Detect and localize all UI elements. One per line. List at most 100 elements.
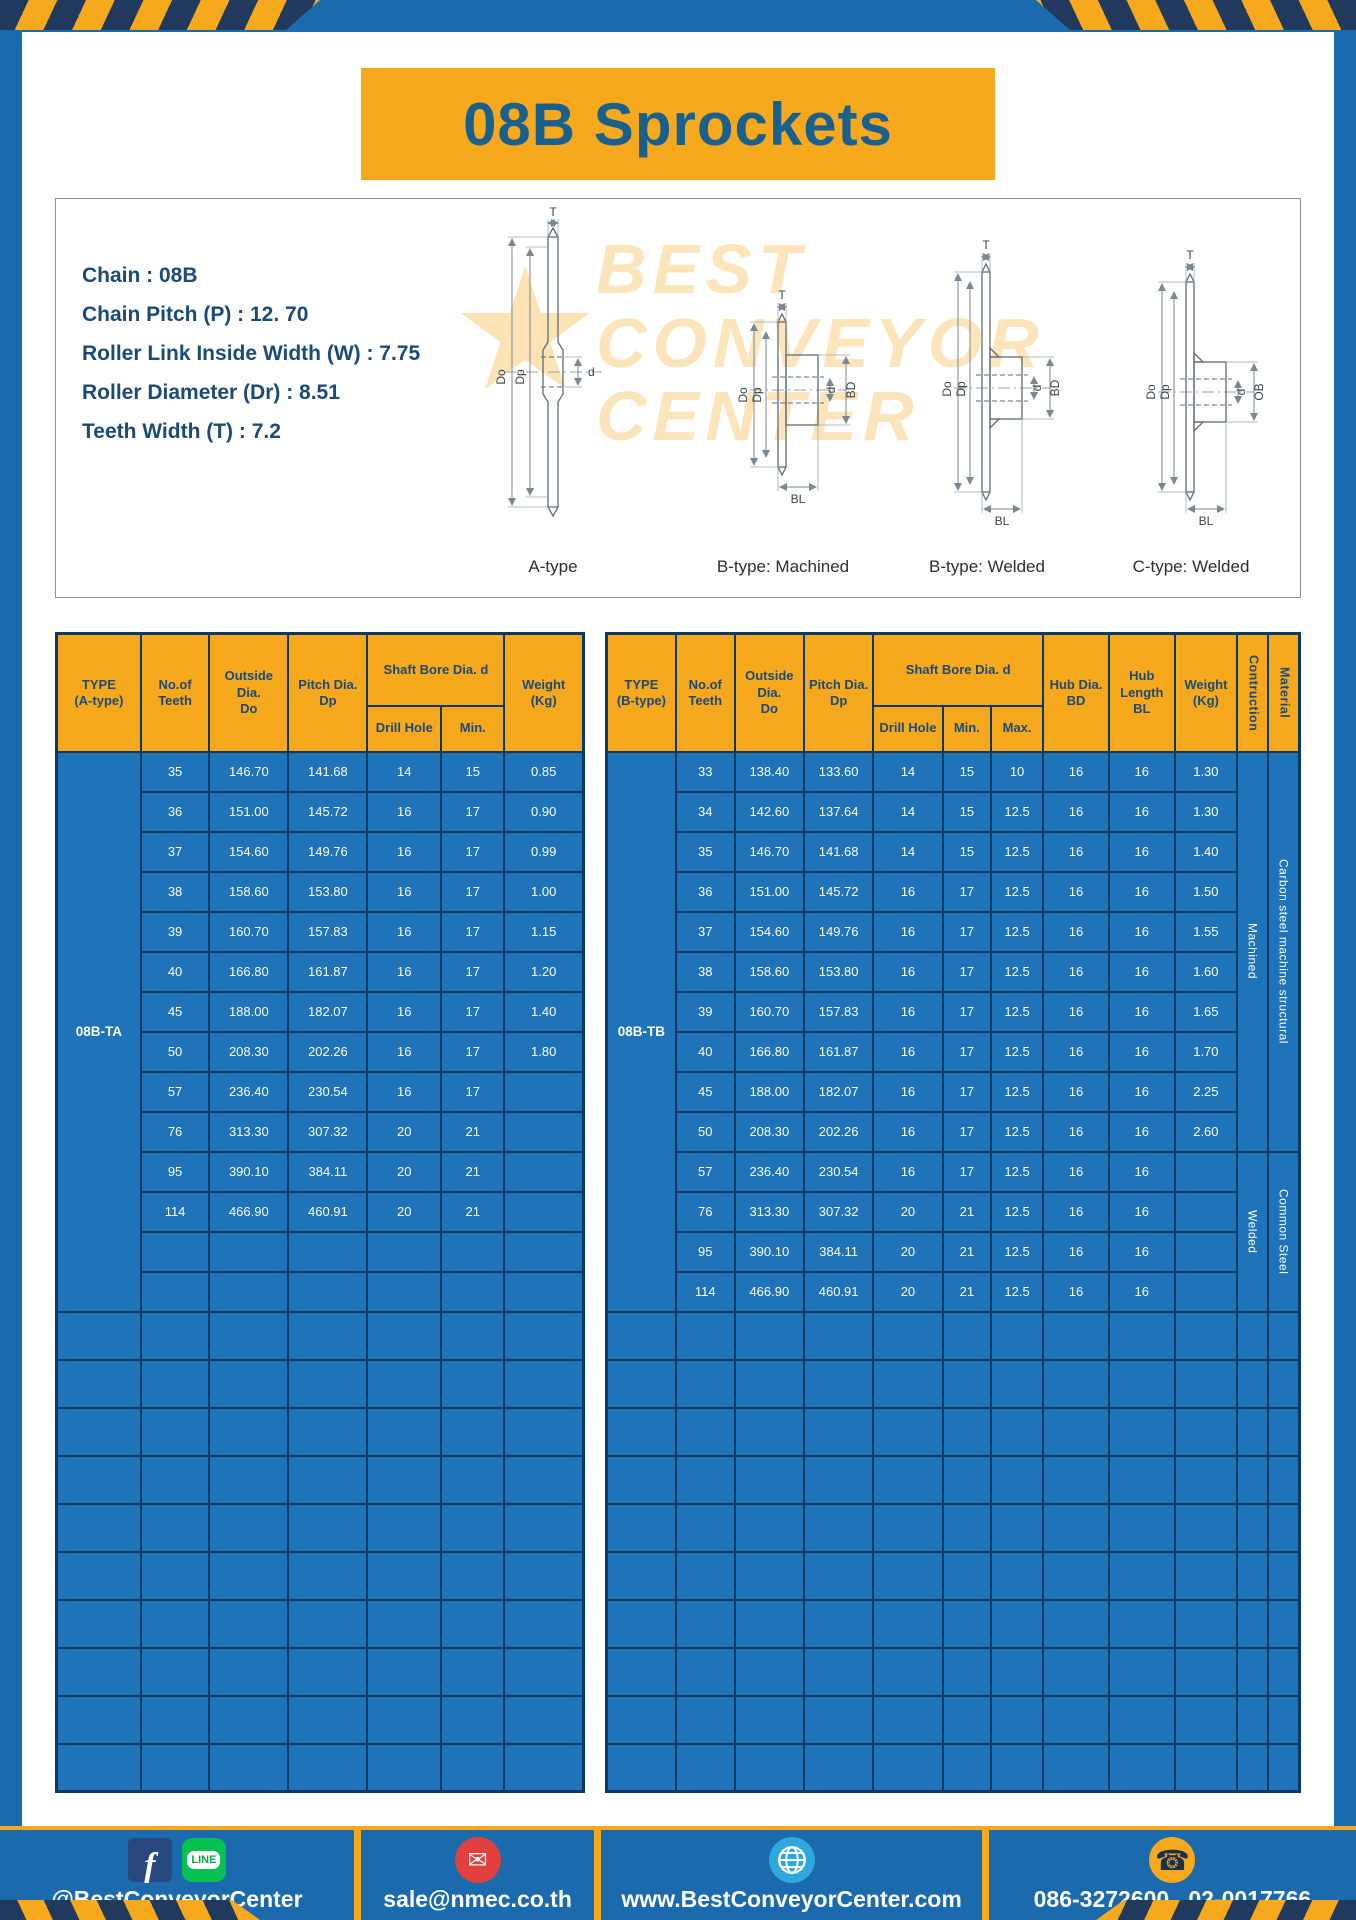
table-cell (1173, 1358, 1239, 1409)
table-cell (139, 1694, 211, 1745)
col-header-teeth: No.of Teeth (674, 632, 736, 753)
table-cell (1042, 1742, 1110, 1793)
table-cell (208, 1310, 290, 1361)
table-cell (1236, 1310, 1270, 1361)
table-cell (605, 1694, 677, 1745)
table-cell (55, 1646, 142, 1697)
material-cell: Carbon steel machine structural (1267, 750, 1301, 1153)
table-cell (1042, 1550, 1110, 1601)
table-cell (208, 1502, 290, 1553)
table-row: 37 154.60 149.76 16 17 12.5 16 16 1.55 (607, 910, 1300, 953)
table-cell (1267, 1598, 1301, 1649)
table-cell (208, 1454, 290, 1505)
table-cell: 166.80 (208, 950, 290, 993)
table-cell: 12.5 (990, 790, 1045, 833)
table-cell (941, 1406, 993, 1457)
col-header-pitch-dia: Pitch Dia. Dp (802, 632, 875, 753)
table-cell (503, 1070, 585, 1113)
table-cell: 16 (1107, 1230, 1176, 1273)
facebook-icon: f (127, 1838, 172, 1882)
table-cell: 16 (1107, 1190, 1176, 1233)
table-cell (366, 1694, 443, 1745)
watermark-line: BEST (596, 230, 807, 308)
table-row (605, 1694, 1301, 1745)
table-cell: 21 (440, 1110, 506, 1153)
diagram-caption-a-type: A-type (528, 557, 578, 576)
table-cell (1107, 1646, 1176, 1697)
table-cell (1236, 1550, 1270, 1601)
table-cell (802, 1742, 875, 1793)
table-cell: 114 (674, 1270, 736, 1313)
table-cell (287, 1406, 369, 1457)
table-row: 39 160.70 157.83 16 17 12.5 16 16 1.65 (607, 990, 1300, 1033)
table-cell: 12.5 (990, 830, 1045, 873)
table-cell: 16 (872, 990, 944, 1033)
table-row (605, 1502, 1301, 1553)
table-cell (440, 1270, 506, 1313)
table-cell (366, 1270, 443, 1313)
table-cell (1042, 1406, 1110, 1457)
dim-bl: BL (1199, 514, 1214, 528)
spec-roller-link-width: Roller Link Inside Width (W) : 7.75 (82, 342, 421, 365)
table-row: 45 188.00 182.07 16 17 12.5 16 16 2.25 (607, 1070, 1300, 1113)
table-cell (1107, 1310, 1176, 1361)
table-cell: 1.40 (503, 990, 585, 1033)
table-cell (503, 1454, 585, 1505)
table-cell: 12.5 (990, 910, 1045, 953)
col-header-max: Max. (990, 704, 1045, 753)
table-cell: 17 (440, 870, 506, 913)
table-cell: 160.70 (733, 990, 805, 1033)
table-cell: 16 (1042, 1270, 1110, 1313)
footer-divider (981, 1830, 989, 1920)
table-cell (1107, 1454, 1176, 1505)
table-cell: 141.68 (802, 830, 875, 873)
table-cell (802, 1646, 875, 1697)
table-cell (990, 1406, 1045, 1457)
table-row (605, 1406, 1301, 1457)
table-cell: 37 (674, 910, 736, 953)
table-cell (1107, 1742, 1176, 1793)
table-cell: 36 (139, 790, 211, 833)
table-row: 40 166.80 161.87 16 17 12.5 16 16 1.70 (607, 1030, 1300, 1073)
table-cell (1236, 1406, 1270, 1457)
table-cell (802, 1598, 875, 1649)
globe-icon (768, 1837, 815, 1883)
col-header-pitch-dia: Pitch Dia. Dp (287, 632, 369, 753)
table-cell: 145.72 (802, 870, 875, 913)
table-cell: 151.00 (733, 870, 805, 913)
table-row: 76 313.30 307.32 20 21 12.5 16 16 (607, 1190, 1300, 1233)
table-cell: 39 (674, 990, 736, 1033)
table-cell (941, 1646, 993, 1697)
spec-chain: Chain : 08B (82, 264, 198, 287)
table-cell: 313.30 (733, 1190, 805, 1233)
table-cell: 1.70 (1173, 1030, 1239, 1073)
table-row: 35 146.70 141.68 14 15 12.5 16 16 1.40 (607, 830, 1300, 873)
table-cell (503, 1694, 585, 1745)
mail-icon: ✉ (454, 1837, 501, 1883)
table-cell (872, 1646, 944, 1697)
table-cell: 16 (1107, 1270, 1176, 1313)
table-cell (1042, 1358, 1110, 1409)
table-cell (440, 1230, 506, 1273)
table-cell (941, 1598, 993, 1649)
table-row: 38 158.60 153.80 16 17 12.5 16 16 1.60 (607, 950, 1300, 993)
col-header-drill-hole: Drill Hole (872, 704, 944, 753)
table-cell: 460.91 (287, 1190, 369, 1233)
table-cell: 114 (139, 1190, 211, 1233)
table-cell: 95 (674, 1230, 736, 1273)
table-b-header: TYPE (B-type) No.of Teeth Outside Dia. D… (605, 632, 1301, 753)
table-cell: 202.26 (802, 1110, 875, 1153)
table-row (605, 1742, 1301, 1793)
dim-do: Do (736, 387, 750, 403)
table-row (55, 1598, 585, 1649)
table-cell: 17 (440, 950, 506, 993)
table-cell: 182.07 (287, 990, 369, 1033)
col-header-shaft-bore: Shaft Bore Dia. d (872, 632, 1045, 707)
table-cell (55, 1454, 142, 1505)
table-cell (1267, 1358, 1301, 1409)
table-row: 08B-TB 33 138.40 133.60 14 15 10 16 16 1.30 Machin… (605, 750, 1301, 1313)
table-cell: 10 (990, 750, 1045, 793)
table-cell: 158.60 (208, 870, 290, 913)
table-cell (287, 1502, 369, 1553)
table-cell (802, 1454, 875, 1505)
